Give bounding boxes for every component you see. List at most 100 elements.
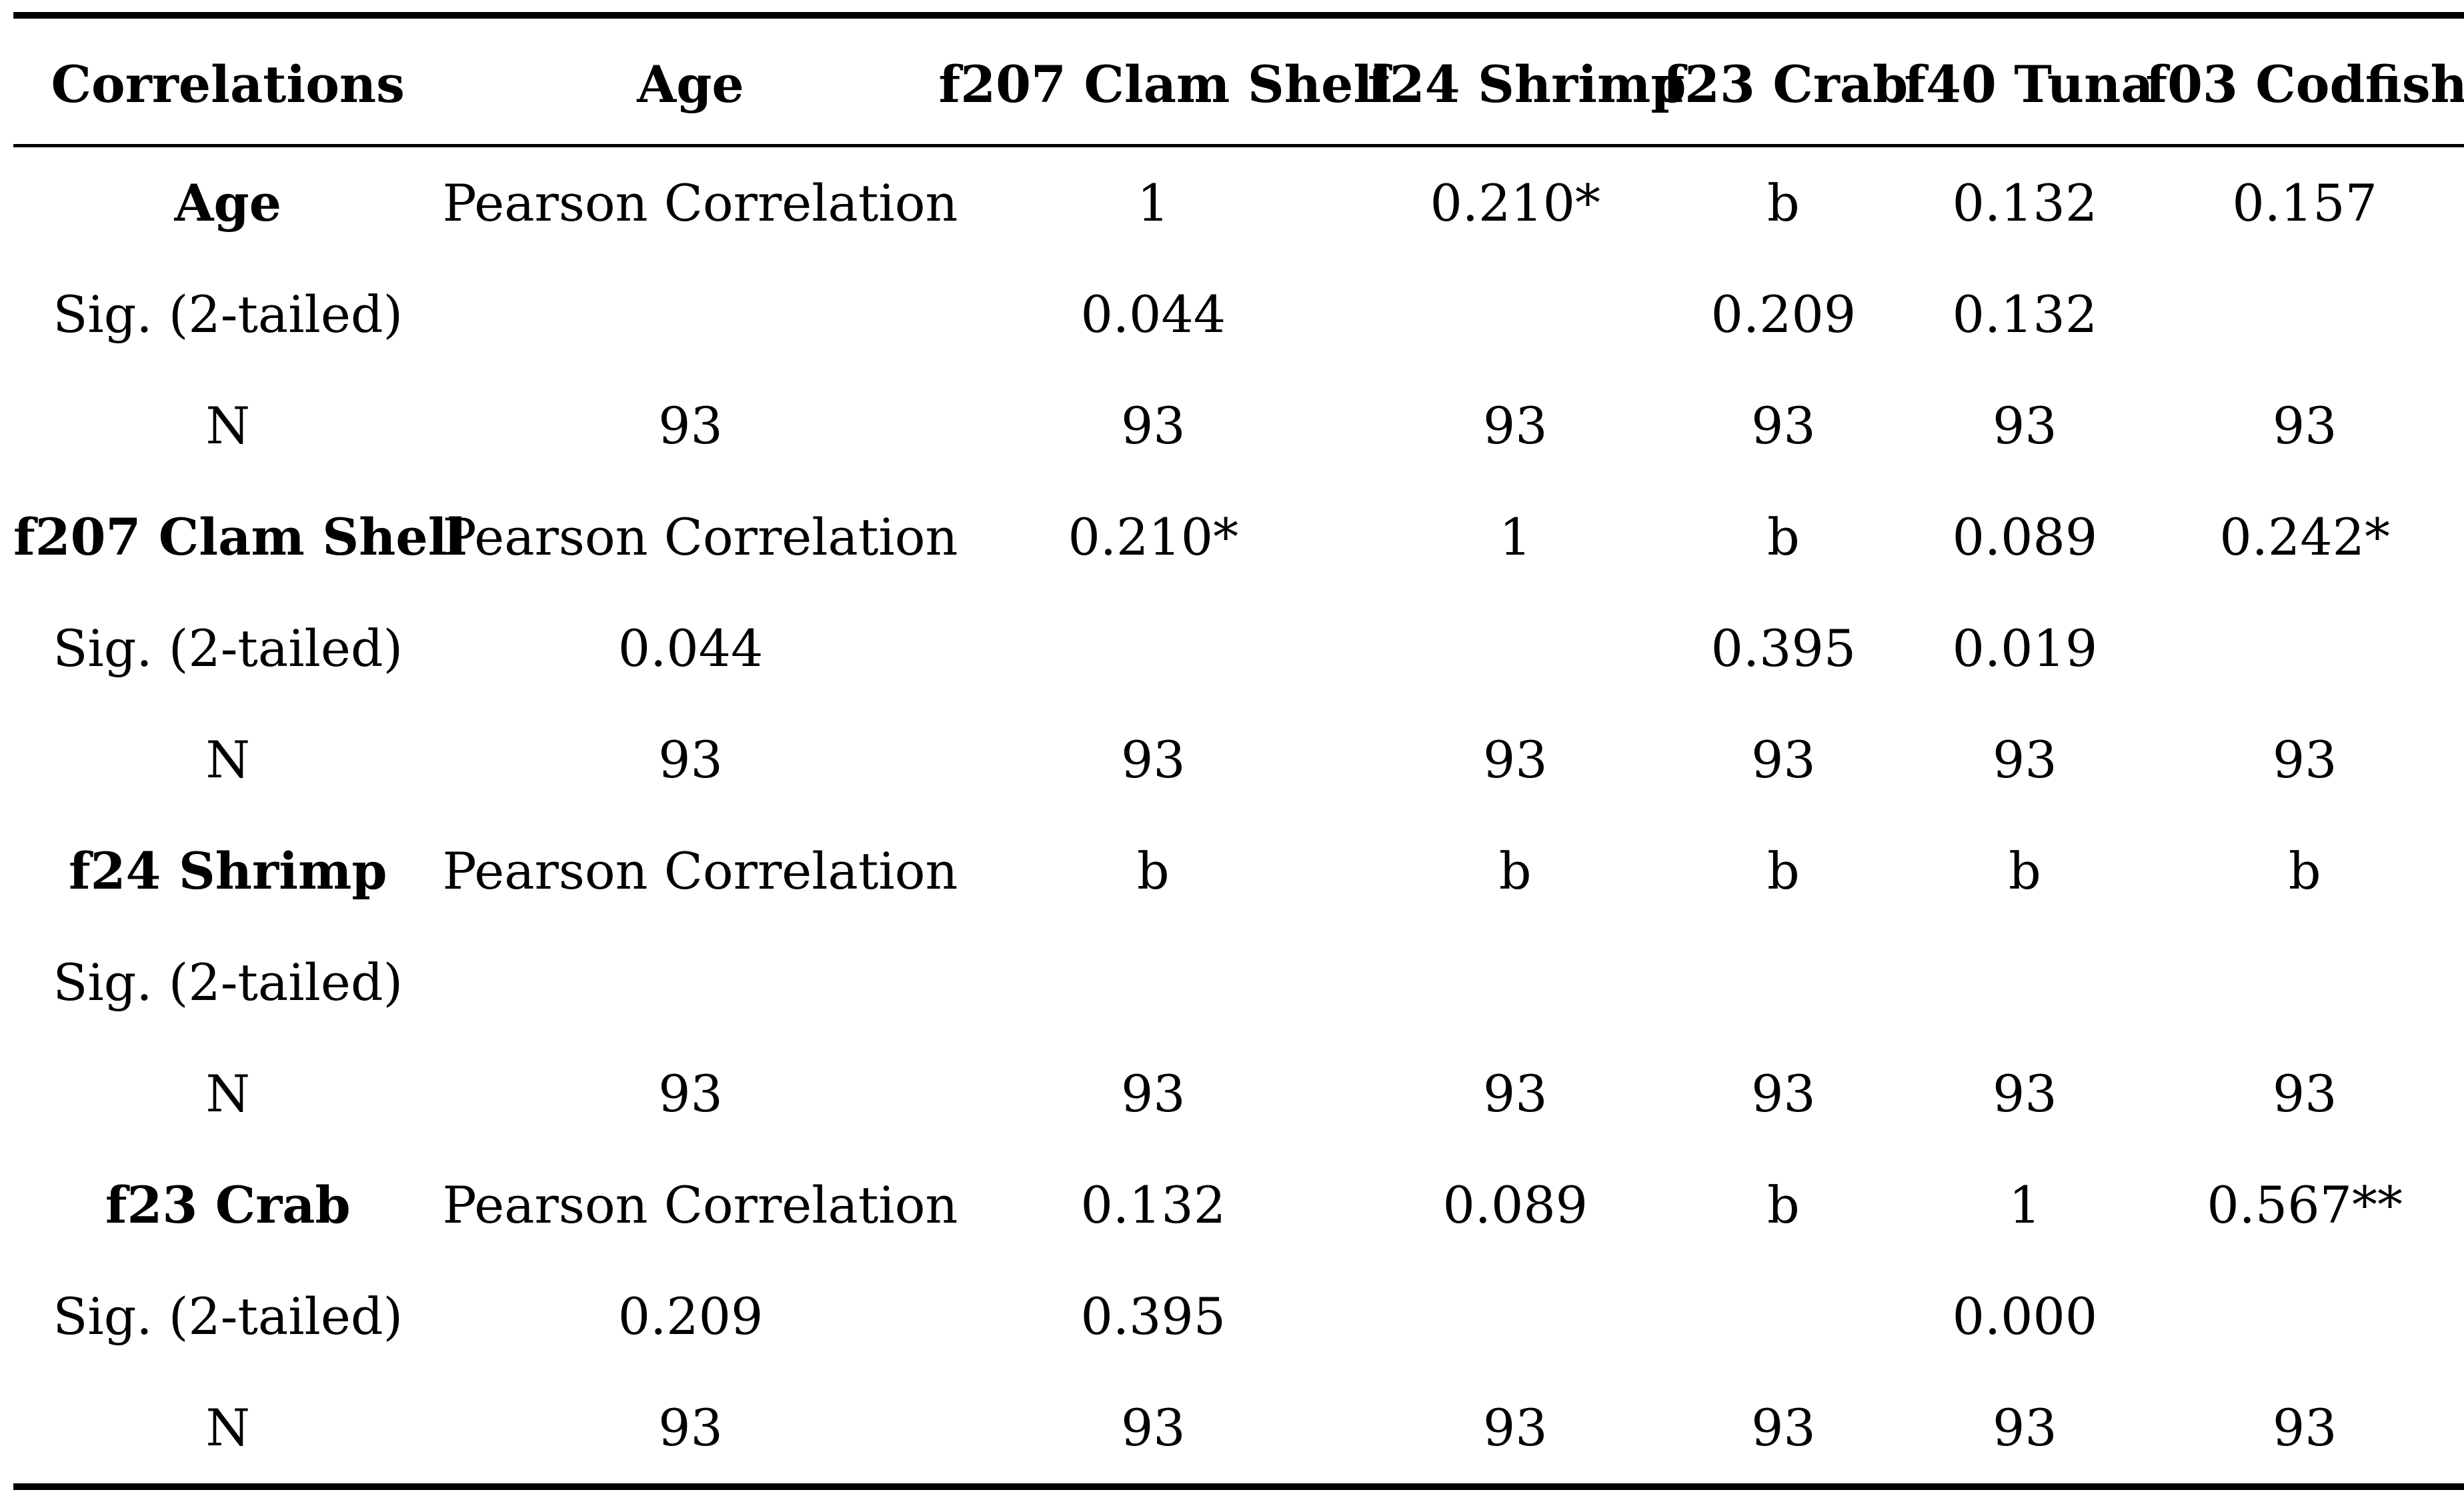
table-cell <box>1368 259 1662 370</box>
table-cell <box>939 593 1368 704</box>
row-label: f207 Clam Shell <box>13 507 467 567</box>
row-label: Sig. (2-tailed) <box>53 1287 403 1346</box>
table-cell <box>2145 593 2464 704</box>
table-cell: 0.209 <box>618 1287 764 1346</box>
table-cell: Pearson Correlation <box>442 507 958 567</box>
table-cell: b <box>2288 841 2321 901</box>
table-cell: 93 <box>1120 730 1186 789</box>
table-row: N 93 93 93 93 93 93 <box>13 1038 2464 1149</box>
table-cell <box>1662 1261 1904 1372</box>
table-cell: 0.132 <box>1952 285 2098 344</box>
row-label: Age <box>174 173 281 233</box>
table-cell: 0.242* <box>2219 507 2390 567</box>
table-cell: 93 <box>1482 1064 1548 1123</box>
table-cell <box>1662 927 1904 1038</box>
table-cell: 0.019 <box>1952 619 2098 678</box>
header-cell-age: Age <box>442 24 939 147</box>
row-label: N <box>205 1064 251 1123</box>
table-cell: 93 <box>1120 396 1186 455</box>
table-cell: 0.089 <box>1442 1175 1588 1235</box>
row-label: f23 Crab <box>105 1175 351 1235</box>
table-row: f23 Crab Pearson Correlation 0.132 0.089… <box>13 1149 2464 1261</box>
table-cell: b <box>1767 1175 1800 1235</box>
top-rule <box>13 12 2464 19</box>
header-cell-f23-crab: f23 Crab <box>1662 24 1908 147</box>
header-cell-f03-codfish: f03 Codfish <box>2145 24 2464 147</box>
table-cell: 93 <box>1482 1398 1548 1457</box>
table-cell: 93 <box>1993 396 2057 455</box>
header-cell-f40-tuna: f40 Tuna <box>1904 24 2154 147</box>
row-label: N <box>205 396 251 455</box>
table-cell: 93 <box>658 396 723 455</box>
table-cell <box>939 927 1368 1038</box>
table-row: N 93 93 93 93 93 93 <box>13 370 2464 481</box>
table-cell: 93 <box>1993 1398 2057 1457</box>
table-cell: 93 <box>1120 1398 1186 1457</box>
row-label: N <box>205 1398 251 1457</box>
table-cell <box>2145 927 2464 1038</box>
table-cell: 0.210* <box>1068 507 1239 567</box>
table-cell: 93 <box>2272 1064 2337 1123</box>
table-cell <box>443 259 939 370</box>
table-row: Sig. (2-tailed) <box>13 927 2464 1038</box>
row-label: Sig. (2-tailed) <box>53 953 403 1012</box>
row-label: f24 Shrimp <box>68 841 387 901</box>
table-cell <box>443 927 939 1038</box>
table-row: f24 Shrimp Pearson Correlation b b b b b <box>13 815 2464 927</box>
table-cell: 93 <box>2272 396 2337 455</box>
table-cell: 93 <box>1482 730 1548 789</box>
table-cell: 0.157 <box>2232 173 2377 233</box>
table-cell: 0.395 <box>1080 1287 1226 1346</box>
table-cell: 93 <box>1482 396 1548 455</box>
correlation-table: Correlations Age f207 Clam Shell f24 Shr… <box>13 24 2464 1483</box>
correlation-table-container: Correlations Age f207 Clam Shell f24 Shr… <box>13 12 2464 1490</box>
row-label: N <box>205 730 251 789</box>
row-label: Sig. (2-tailed) <box>53 285 403 344</box>
table-row: Sig. (2-tailed) 0.044 0.395 0.019 <box>13 593 2464 704</box>
table-row: N 93 93 93 93 93 93 <box>13 704 2464 815</box>
table-cell: Pearson Correlation <box>442 173 958 233</box>
table-cell: b <box>1498 841 1532 901</box>
table-cell: b <box>1136 841 1170 901</box>
table-cell: b <box>2009 841 2041 901</box>
table-cell: 93 <box>1751 1064 1816 1123</box>
table-cell: 93 <box>658 730 723 789</box>
table-cell <box>2145 1261 2464 1372</box>
table-cell: 0.395 <box>1710 619 1857 678</box>
header-cell-f207-clam-shell: f207 Clam Shell <box>938 24 1392 147</box>
table-cell: 1 <box>1137 173 1170 233</box>
table-cell: b <box>1767 841 1800 901</box>
header-cell-f24-shrimp: f24 Shrimp <box>1368 24 1686 147</box>
table-cell: 0.000 <box>1952 1287 2098 1346</box>
table-cell: 0.209 <box>1710 285 1857 344</box>
table-cell <box>1368 1261 1662 1372</box>
bottom-rule <box>13 1483 2464 1490</box>
table-cell: Pearson Correlation <box>442 1175 958 1235</box>
table-cell: 93 <box>658 1398 723 1457</box>
table-row: N 93 93 93 93 93 93 <box>13 1372 2464 1483</box>
header-cell-correlations: Correlations <box>13 24 443 147</box>
table-cell <box>1368 593 1662 704</box>
table-cell: 1 <box>2009 1175 2041 1235</box>
table-cell: 93 <box>1751 1398 1816 1457</box>
table-cell: 93 <box>1751 396 1816 455</box>
row-label: Sig. (2-tailed) <box>53 619 403 678</box>
table-cell: 0.044 <box>618 619 764 678</box>
table-cell: 93 <box>1993 1064 2057 1123</box>
table-cell: 93 <box>1751 730 1816 789</box>
table-cell <box>1368 927 1662 1038</box>
table-cell: 93 <box>2272 730 2337 789</box>
table-cell <box>2145 259 2464 370</box>
table-row: f207 Clam Shell Pearson Correlation 0.21… <box>13 481 2464 593</box>
table-cell: 1 <box>1499 507 1532 567</box>
table-row: Sig. (2-tailed) 0.209 0.395 0.000 <box>13 1261 2464 1372</box>
table-row: Sig. (2-tailed) 0.044 0.209 0.132 <box>13 259 2464 370</box>
table-row: Age Pearson Correlation 1 0.210* b 0.132… <box>13 146 2464 259</box>
table-cell: 0.132 <box>1080 1175 1226 1235</box>
table-cell: 0.089 <box>1952 507 2098 567</box>
table-cell: 93 <box>1120 1064 1186 1123</box>
table-cell: 93 <box>2272 1398 2337 1457</box>
table-cell: 93 <box>1993 730 2057 789</box>
header-row: Correlations Age f207 Clam Shell f24 Shr… <box>13 24 2464 147</box>
table-cell <box>1904 927 2145 1038</box>
